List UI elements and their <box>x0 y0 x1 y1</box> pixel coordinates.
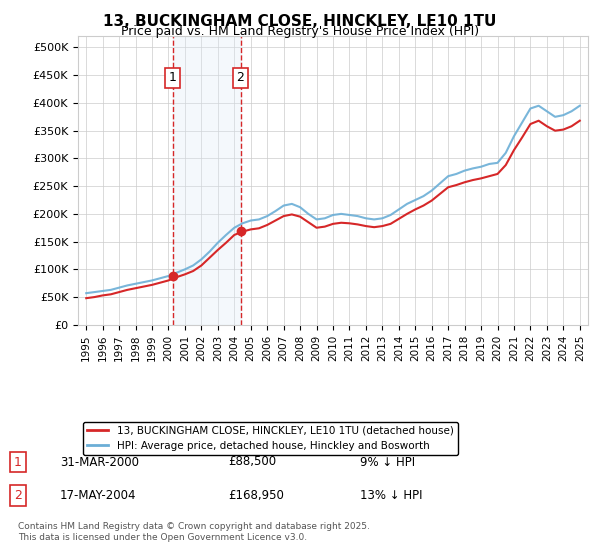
Text: Contains HM Land Registry data © Crown copyright and database right 2025.
This d: Contains HM Land Registry data © Crown c… <box>18 522 370 542</box>
Text: 17-MAY-2004: 17-MAY-2004 <box>60 489 137 502</box>
Text: 1: 1 <box>14 455 22 469</box>
Text: £88,500: £88,500 <box>228 455 276 469</box>
Text: 13, BUCKINGHAM CLOSE, HINCKLEY, LE10 1TU: 13, BUCKINGHAM CLOSE, HINCKLEY, LE10 1TU <box>103 14 497 29</box>
Text: 2: 2 <box>236 72 244 85</box>
Text: 2: 2 <box>14 489 22 502</box>
Text: 31-MAR-2000: 31-MAR-2000 <box>60 455 139 469</box>
Text: 1: 1 <box>169 72 176 85</box>
Text: 9% ↓ HPI: 9% ↓ HPI <box>360 455 415 469</box>
Legend: 13, BUCKINGHAM CLOSE, HINCKLEY, LE10 1TU (detached house), HPI: Average price, d: 13, BUCKINGHAM CLOSE, HINCKLEY, LE10 1TU… <box>83 422 458 455</box>
Bar <box>173 36 241 325</box>
Text: £168,950: £168,950 <box>228 489 284 502</box>
Text: Price paid vs. HM Land Registry's House Price Index (HPI): Price paid vs. HM Land Registry's House … <box>121 25 479 38</box>
Text: 13% ↓ HPI: 13% ↓ HPI <box>360 489 422 502</box>
